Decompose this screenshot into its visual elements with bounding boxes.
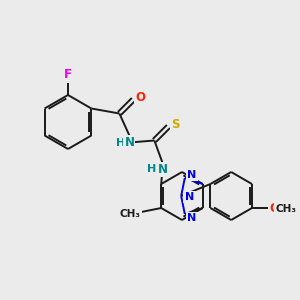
Text: CH₃: CH₃ — [120, 209, 141, 219]
Text: H: H — [116, 137, 125, 148]
Text: S: S — [171, 118, 180, 131]
Text: N: N — [184, 192, 194, 202]
Text: N: N — [187, 170, 196, 180]
Text: CH₃: CH₃ — [275, 204, 296, 214]
Text: N: N — [158, 163, 167, 176]
Text: N: N — [124, 136, 134, 149]
Text: O: O — [135, 91, 146, 104]
Text: F: F — [64, 68, 72, 82]
Text: H: H — [147, 164, 156, 175]
Text: N: N — [187, 213, 196, 223]
Text: O: O — [269, 202, 279, 214]
